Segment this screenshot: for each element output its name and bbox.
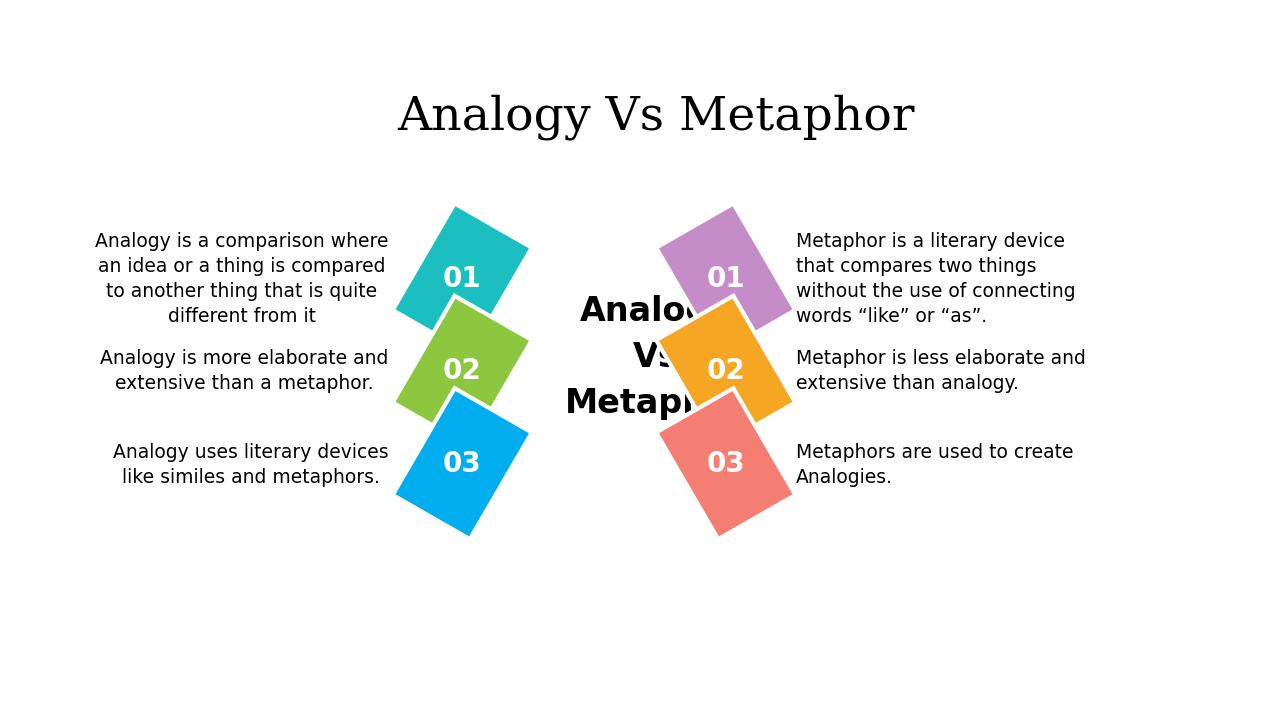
Text: 01: 01 — [443, 265, 481, 293]
Text: 02: 02 — [443, 357, 481, 385]
Text: Metaphor is a literary device
that compares two things
without the use of connec: Metaphor is a literary device that compa… — [795, 232, 1075, 326]
Text: Analogy Vs Metaphor: Analogy Vs Metaphor — [397, 94, 915, 140]
Text: Analogy is more elaborate and
extensive than a metaphor.: Analogy is more elaborate and extensive … — [100, 349, 389, 393]
Text: 02: 02 — [707, 357, 745, 385]
Polygon shape — [393, 388, 532, 539]
Text: 03: 03 — [443, 450, 481, 477]
Polygon shape — [657, 388, 795, 539]
Polygon shape — [657, 204, 795, 354]
Text: Metaphors are used to create
Analogies.: Metaphors are used to create Analogies. — [795, 444, 1073, 487]
Text: Analogy
Vs
Metaphor: Analogy Vs Metaphor — [566, 295, 746, 420]
Text: 01: 01 — [707, 265, 745, 293]
Polygon shape — [657, 296, 795, 447]
Polygon shape — [393, 296, 532, 447]
Polygon shape — [393, 204, 532, 354]
Text: Analogy is a comparison where
an idea or a thing is compared
to another thing th: Analogy is a comparison where an idea or… — [95, 232, 389, 326]
Text: 03: 03 — [707, 450, 745, 477]
Text: Metaphor is less elaborate and
extensive than analogy.: Metaphor is less elaborate and extensive… — [795, 349, 1085, 393]
Text: Analogy uses literary devices
like similes and metaphors.: Analogy uses literary devices like simil… — [113, 444, 389, 487]
